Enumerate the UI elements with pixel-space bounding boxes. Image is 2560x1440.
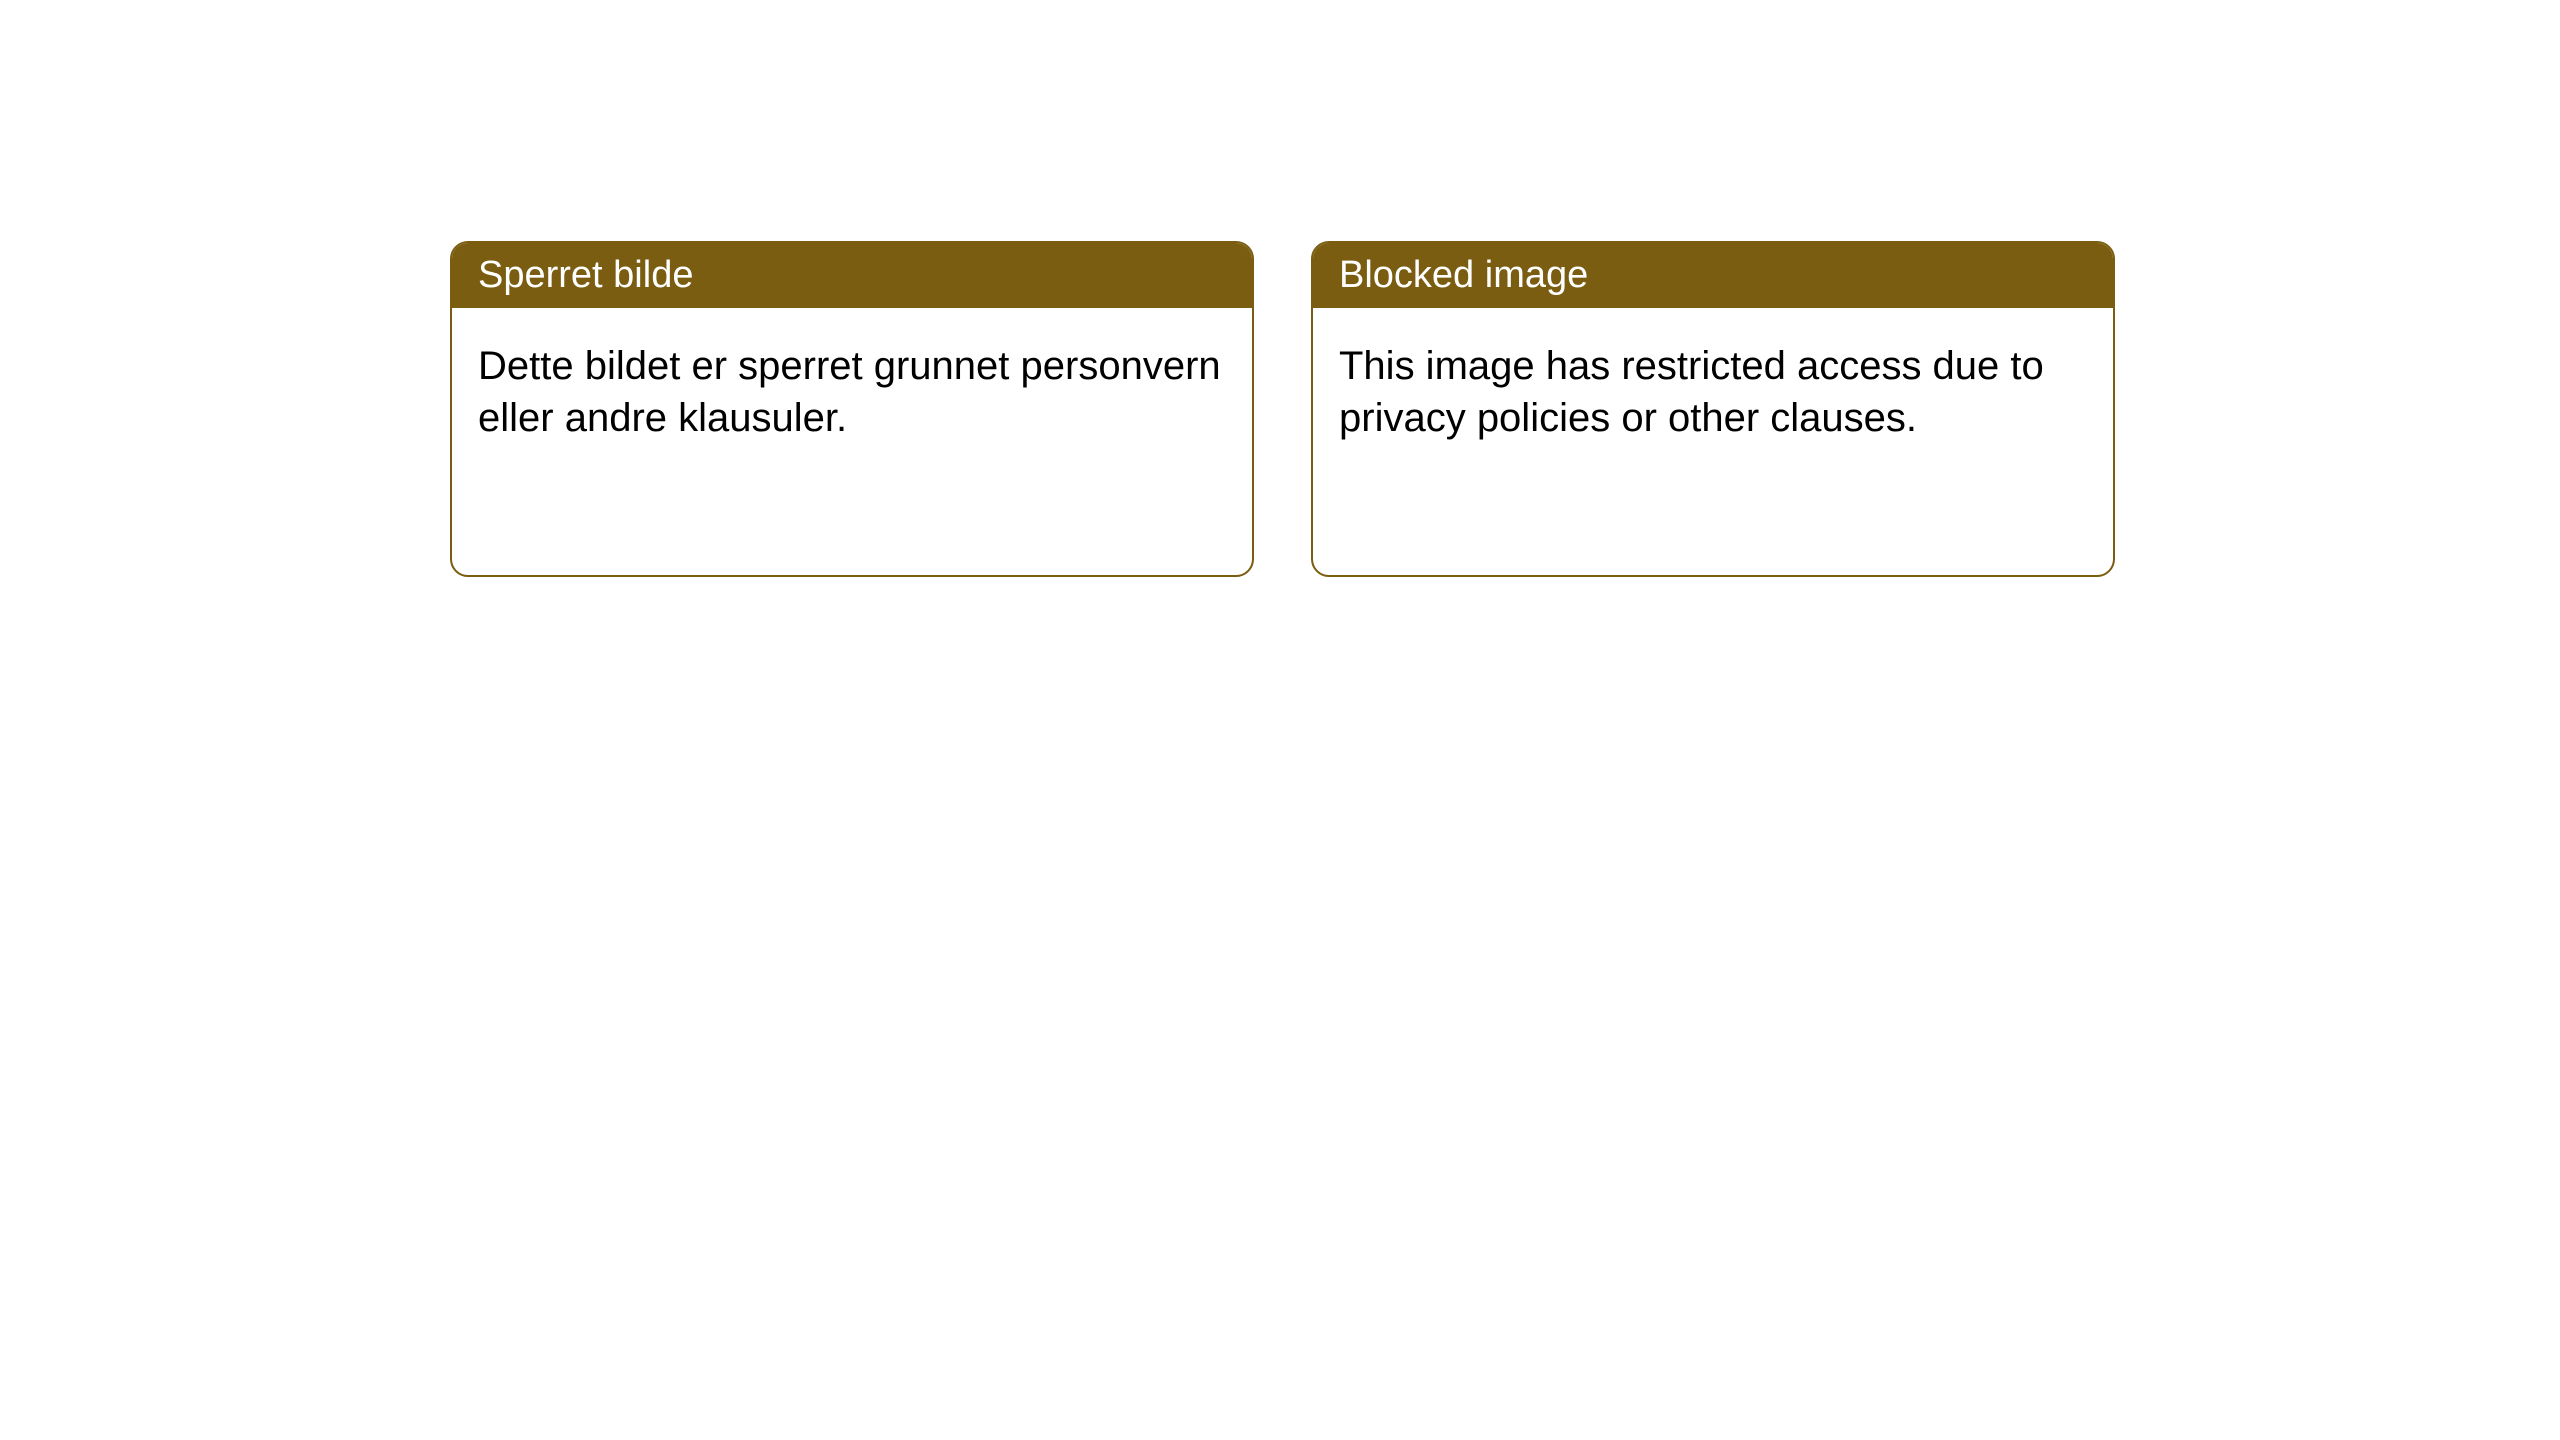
card-title: Blocked image: [1339, 254, 1588, 296]
card-header: Blocked image: [1313, 243, 2113, 308]
card-body: This image has restricted access due to …: [1313, 308, 2113, 476]
card-header: Sperret bilde: [452, 243, 1252, 308]
notice-cards-container: Sperret bilde Dette bildet er sperret gr…: [0, 0, 2560, 577]
card-title: Sperret bilde: [478, 254, 693, 296]
card-body-text: Dette bildet er sperret grunnet personve…: [478, 344, 1221, 440]
card-body: Dette bildet er sperret grunnet personve…: [452, 308, 1252, 476]
card-body-text: This image has restricted access due to …: [1339, 344, 2044, 440]
blocked-image-card-english: Blocked image This image has restricted …: [1311, 241, 2115, 577]
blocked-image-card-norwegian: Sperret bilde Dette bildet er sperret gr…: [450, 241, 1254, 577]
